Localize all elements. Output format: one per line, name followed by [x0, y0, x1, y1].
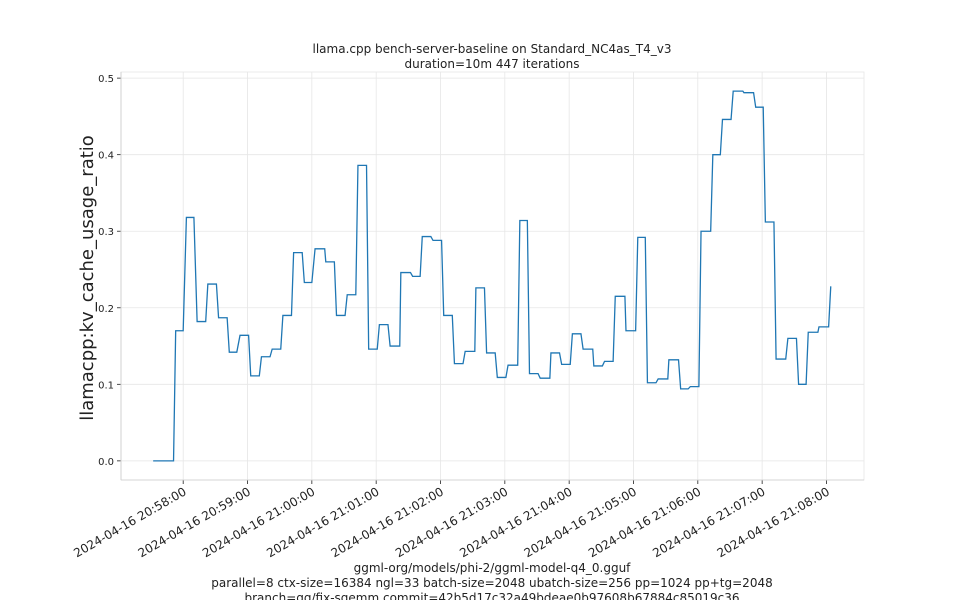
footer-line: ggml-org/models/phi-2/ggml-model-q4_0.gg…: [354, 561, 632, 575]
y-tick-label: 0.5: [98, 74, 114, 85]
x-tick-label: 2024-04-16 20:58:00: [71, 484, 188, 560]
y-tick-label: 0.1: [98, 380, 114, 391]
x-tick-label: 2024-04-16 21:02:00: [329, 484, 446, 560]
x-tick-label: 2024-04-16 20:59:00: [136, 484, 253, 560]
footer-line: parallel=8 ctx-size=16384 ngl=33 batch-s…: [211, 576, 772, 590]
x-tick-label: 2024-04-16 21:08:00: [715, 484, 832, 560]
y-tick-label: 0.0: [98, 457, 114, 468]
x-tick-label: 2024-04-16 21:01:00: [264, 484, 381, 560]
footer-line: branch=gg/fix-sgemm commit=42b5d17c32a49…: [245, 591, 740, 600]
x-tick-label: 2024-04-16 21:05:00: [522, 484, 639, 560]
y-tick-label: 0.2: [98, 304, 114, 315]
plot-frame: [120, 71, 865, 481]
chart-title: llama.cpp bench-server-baseline on Stand…: [313, 42, 672, 56]
data-line: [153, 90, 832, 462]
x-tick-label: 2024-04-16 21:07:00: [650, 484, 767, 560]
y-tick-label: 0.4: [98, 151, 114, 162]
chart-subtitle: duration=10m 447 iterations: [405, 57, 580, 71]
x-tick-label: 2024-04-16 21:04:00: [457, 484, 574, 560]
x-tick-label: 2024-04-16 21:03:00: [393, 484, 510, 560]
x-tick-label: 2024-04-16 21:00:00: [200, 484, 317, 560]
x-tick-label: 2024-04-16 21:06:00: [586, 484, 703, 560]
y-tick-label: 0.3: [98, 227, 114, 238]
y-axis-label: llamacpp:kv_cache_usage_ratio: [77, 135, 98, 421]
